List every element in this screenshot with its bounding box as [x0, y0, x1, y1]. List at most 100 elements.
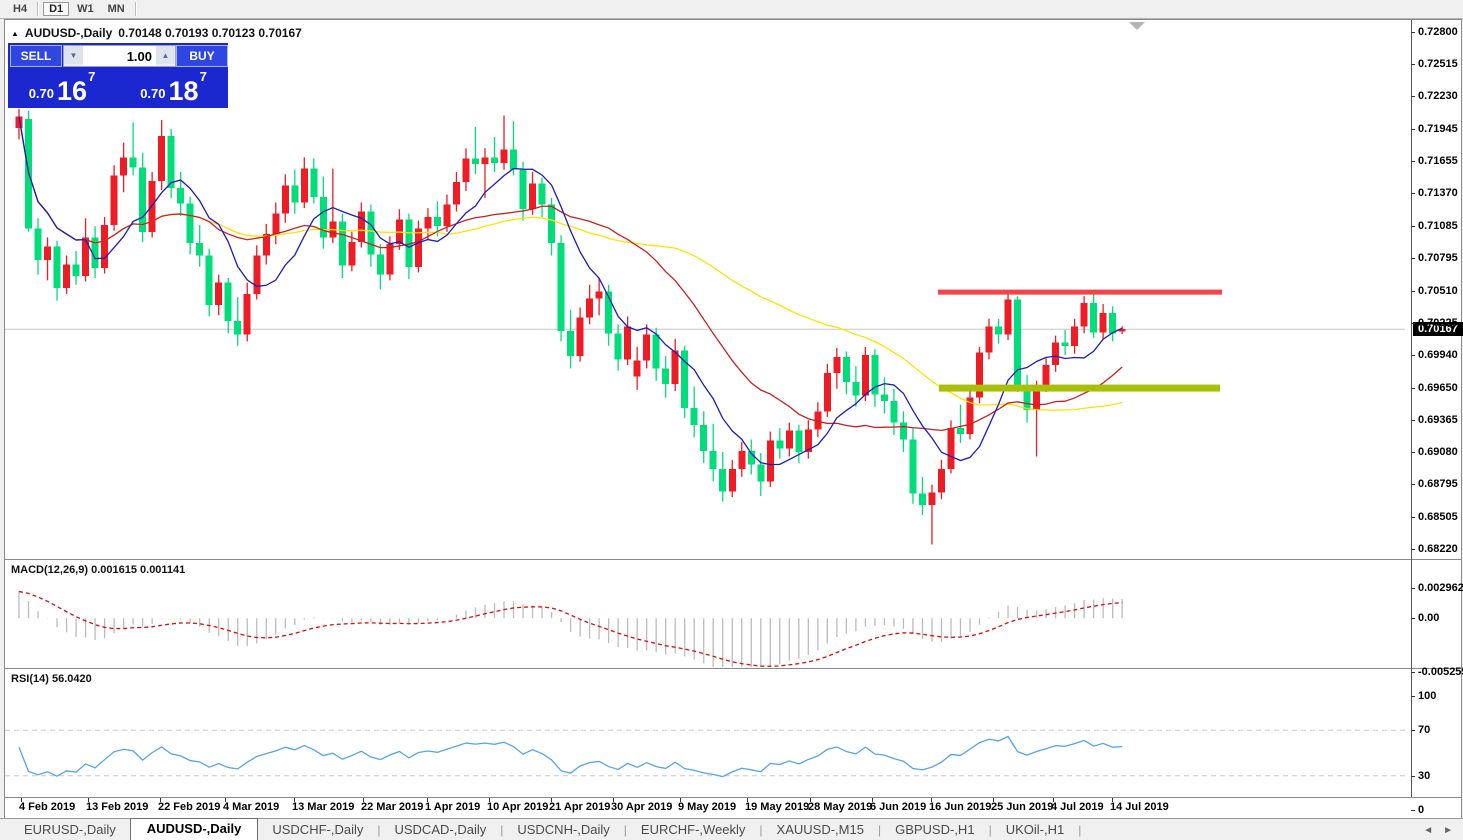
axis-tick — [1411, 730, 1415, 732]
time-axis-tick — [810, 798, 811, 802]
sell-price-big-digits: 16 — [57, 76, 88, 106]
tab-separator: | — [988, 823, 992, 837]
panel-divider[interactable] — [5, 668, 1461, 669]
time-axis-tick — [931, 798, 932, 802]
sell-price-button[interactable]: 0.70 16 7 — [8, 67, 116, 106]
axis-tick — [1411, 64, 1415, 66]
macd-label: MACD(12,26,9) 0.001615 0.001141 — [11, 564, 186, 576]
chart-window[interactable]: ▲ AUDUSD-,Daily 0.70148 0.70193 0.70123 … — [4, 19, 1463, 819]
axis-tick — [1411, 225, 1415, 227]
volume-input[interactable] — [83, 46, 156, 66]
tab-scroll-right-icon[interactable]: ► — [1443, 825, 1453, 836]
macd-indicator-chart[interactable] — [5, 560, 1411, 667]
time-axis[interactable]: 4 Feb 2019 13 Feb 2019 22 Feb 2019 4 Mar 20… — [5, 798, 1461, 816]
tab-scroll-left-icon[interactable]: ◄ — [1423, 825, 1434, 836]
timeframe-button-w1[interactable]: W1 — [77, 3, 94, 15]
time-axis-label: 4 Feb 2019 — [19, 801, 76, 813]
time-axis-tick — [747, 798, 748, 802]
price-axis-label: 0.72230 — [1418, 90, 1458, 103]
resistance-line[interactable] — [938, 289, 1222, 295]
chart-tab-ukoil[interactable]: UKOil-,H1 — [1005, 822, 1065, 837]
time-axis-tick — [1053, 798, 1054, 802]
panel-divider — [5, 797, 1461, 798]
rsi-axis-label: 30 — [1418, 769, 1431, 782]
chart-tab-eurusd[interactable]: EURUSD-,Daily — [24, 822, 116, 837]
chart-tab-usdcnh[interactable]: USDCNH-,Daily — [517, 822, 610, 837]
timeframe-toolbar: H4 D1 W1 MN — [0, 0, 1463, 19]
time-axis-label: 4 Mar 2019 — [223, 801, 280, 813]
axis-tick — [1411, 549, 1415, 550]
axis-tick — [1411, 516, 1415, 518]
time-axis-tick — [551, 798, 552, 802]
time-axis-tick — [294, 798, 295, 802]
time-axis-label: 1 Apr 2019 — [425, 801, 481, 813]
chart-shift-marker-icon[interactable] — [1129, 22, 1145, 30]
price-scale-border — [1411, 20, 1412, 797]
symbol-collapse-arrow-icon[interactable]: ▲ — [11, 28, 19, 38]
panel-divider[interactable] — [5, 559, 1461, 560]
chart-symbol-label: AUDUSD-,Daily — [24, 26, 113, 40]
time-axis-label: 4 Jul 2019 — [1051, 801, 1104, 813]
axis-tick — [1411, 387, 1415, 389]
volume-decrement-button[interactable]: ▼ — [64, 46, 83, 64]
price-axis-label: 0.69940 — [1418, 348, 1458, 361]
buy-price-button[interactable]: 0.70 18 7 — [119, 67, 228, 106]
time-axis-tick — [680, 798, 681, 802]
time-axis-label: 16 Jun 2019 — [929, 801, 992, 813]
time-axis-tick — [427, 798, 428, 802]
time-axis-label: 14 Jul 2019 — [1110, 801, 1169, 813]
buy-button[interactable]: BUY — [176, 45, 228, 67]
chart-tab-eurchf[interactable]: EURCHF-,Weekly — [640, 822, 746, 837]
axis-tick — [1411, 161, 1415, 163]
rsi-label: RSI(14) 56.0420 — [11, 673, 92, 685]
axis-tick — [1411, 696, 1415, 697]
buy-price-pipette: 7 — [199, 69, 207, 84]
price-axis-label: 0.70225 — [1418, 316, 1458, 329]
buy-price-big-digits: 18 — [168, 76, 199, 106]
price-axis-label: 0.72800 — [1418, 26, 1458, 38]
rsi-indicator-chart[interactable] — [5, 669, 1411, 797]
toolbar-separator — [134, 2, 137, 16]
volume-stepper: ▼ ▲ — [63, 45, 176, 67]
timeframe-button-h4[interactable]: H4 — [13, 3, 28, 15]
buy-price-prefix: 0.70 — [140, 86, 166, 101]
time-axis-label: 19 May 2019 — [745, 801, 810, 813]
chart-ohlc-values: 0.70148 0.70193 0.70123 0.70167 — [118, 26, 302, 40]
axis-tick — [1411, 354, 1415, 356]
one-click-trading-panel: SELL ▼ ▲ BUY 0.70 16 7 0.70 18 7 — [8, 43, 228, 108]
time-axis-label: 9 May 2019 — [678, 801, 737, 813]
main-price-chart[interactable] — [5, 20, 1411, 559]
chart-tab-usdcad[interactable]: USDCAD-,Daily — [394, 822, 487, 837]
sell-button[interactable]: SELL — [10, 45, 62, 67]
axis-tick — [1411, 193, 1415, 195]
axis-tick — [1411, 810, 1415, 811]
tab-separator: | — [877, 823, 882, 837]
price-axis-label: 0.70510 — [1418, 284, 1458, 297]
time-axis-label: 22 Mar 2019 — [361, 801, 424, 813]
time-axis-tick — [21, 798, 22, 802]
timeframe-button-mn[interactable]: MN — [107, 3, 125, 15]
axis-tick — [1411, 96, 1415, 98]
chart-tab-gbpusd[interactable]: GBPUSD-,H1 — [895, 822, 975, 837]
price-axis-label: 0.72515 — [1418, 58, 1458, 71]
volume-increment-button[interactable]: ▲ — [156, 46, 175, 64]
sell-price-pipette: 7 — [88, 69, 96, 84]
support-line[interactable] — [939, 384, 1220, 392]
toolbar-separator — [37, 2, 40, 16]
axis-tick — [1411, 451, 1415, 453]
time-axis-tick — [489, 798, 490, 802]
time-axis-label: 25 Jun 2019 — [991, 801, 1054, 813]
time-axis-tick — [225, 798, 226, 802]
chart-tab-bar: EURUSD-,Daily AUDUSD-,Daily USDCHF-,Daily |… — [0, 818, 1463, 840]
time-axis-label: 13 Feb 2019 — [86, 801, 149, 813]
time-axis-tick — [613, 798, 614, 802]
chart-tab-audusd[interactable]: AUDUSD-,Daily — [129, 818, 259, 840]
chart-tab-usdchf[interactable]: USDCHF-,Daily — [272, 822, 364, 837]
axis-tick — [1411, 588, 1415, 589]
tab-separator: | — [500, 823, 504, 837]
timeframe-button-d1[interactable]: D1 — [43, 2, 70, 16]
chart-tab-xauusd[interactable]: XAUUSD-,M15 — [776, 822, 864, 837]
axis-tick — [1411, 258, 1415, 260]
axis-tick — [1411, 672, 1415, 673]
time-axis-tick — [363, 798, 364, 802]
